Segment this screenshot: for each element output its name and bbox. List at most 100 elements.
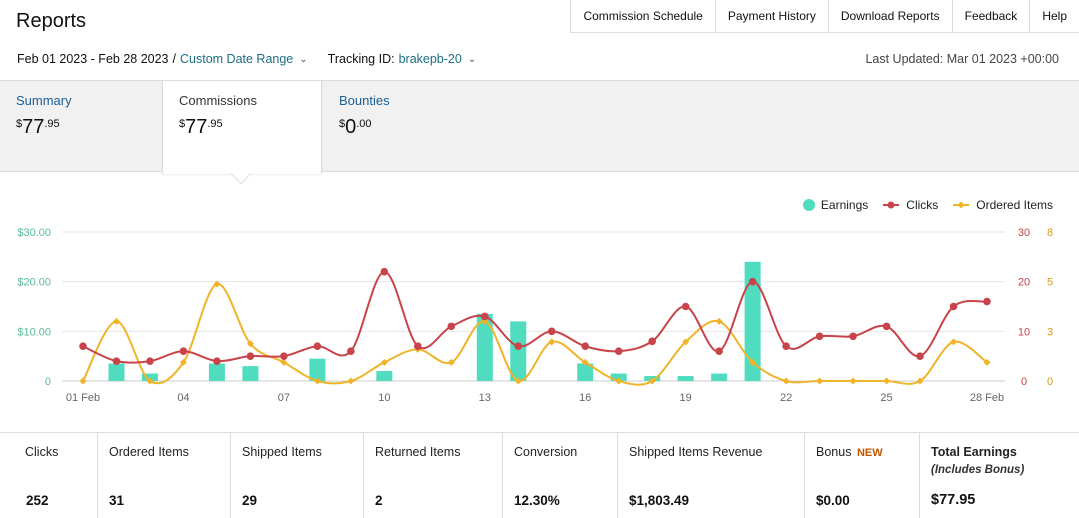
download-reports-button[interactable]: Download Reports [829,0,953,32]
ordered-items-point [581,358,589,366]
clicks-point [112,357,121,365]
y-left-tick-label: 0 [45,376,51,388]
y-right-clicks-tick-label: 10 [1018,326,1030,338]
clicks-point [414,342,422,351]
chart-legend: Earnings Clicks Ordered Items [789,198,1053,212]
chevron-down-icon[interactable]: ⌄ [467,53,477,65]
y-left-tick-label: $20.00 [17,277,51,289]
tab-label: Summary [16,93,72,108]
stat-label: Returned Items [375,445,461,459]
commission-schedule-button[interactable]: Commission Schedule [571,0,716,32]
clicks-point [949,302,958,311]
earnings-bar [141,373,158,381]
y-right-clicks-tick-label: 0 [1021,376,1027,388]
date-range-dropdown[interactable]: Custom Date Range [180,52,294,66]
page-title: Reports [16,10,87,32]
stat-shipped-items: Shipped Items 29 [231,433,364,518]
stat-label: Total Earnings [931,445,1017,459]
ordered-items-point [950,338,958,346]
clicks-point [614,347,623,355]
ordered-items-line [82,283,988,386]
ordered-items-point [849,377,857,385]
clicks-point [280,352,288,360]
earnings-bar [476,313,493,381]
clicks-point [313,342,322,351]
tab-bounties[interactable]: Bounties $0.00 [323,81,483,173]
stat-value: $1,803.49 [629,493,690,508]
ordered-items-point [280,358,288,366]
legend-item-ordered[interactable]: Ordered Items [952,198,1053,212]
clicks-point [715,347,723,355]
tab-pointer-icon [231,173,251,185]
ordered-items-point [916,377,924,385]
ordered-items-point [112,317,120,325]
y-right-ordered-tick-label: 0 [1047,376,1053,388]
ordered-line-icon [953,201,970,209]
clicks-point [146,357,154,365]
tracking-id-label: Tracking ID: [327,52,395,66]
stat-bonus: Bonus NEW $0.00 [805,433,920,518]
top-nav: Commission Schedule Payment History Down… [570,0,1079,33]
x-tick-label: 10 [378,392,390,404]
stat-conversion: Conversion 12.30% [503,433,618,518]
help-button[interactable]: Help [1042,9,1067,23]
legend-label: Ordered Items [976,198,1053,212]
legend-item-earnings[interactable]: Earnings [802,198,869,212]
stat-label: Conversion [514,445,578,459]
clicks-point [380,267,389,276]
tab-commissions[interactable]: Commissions $77.95 [162,81,322,174]
ordered-items-point [782,377,790,385]
earnings-dot-icon [802,199,815,211]
clicks-point [179,347,188,355]
chevron-down-icon[interactable]: ⌄ [299,53,308,65]
ordered-items-point [313,377,321,385]
payment-history-button[interactable]: Payment History [716,0,829,32]
tab-amount: $0.00 [339,116,372,138]
x-tick-label: 16 [579,392,591,404]
new-badge: NEW [856,447,883,459]
ordered-items-point [648,377,656,385]
earnings-bar [309,358,326,381]
earnings-bar [510,321,527,381]
earnings-bar [610,373,627,381]
ordered-items-point [682,338,690,346]
feedback-button[interactable]: Feedback [953,0,1031,32]
tab-label: Bounties [339,93,390,108]
stat-value: $0.00 [816,493,850,508]
ordered-items-point [983,358,991,366]
clicks-point [79,342,87,351]
stat-returned-items: Returned Items 2 [364,433,503,518]
ordered-items-point [514,377,522,385]
tab-summary[interactable]: Summary $77.95 [0,81,163,173]
ordered-items-point [749,358,757,366]
clicks-point [882,322,891,331]
clicks-point [983,297,991,306]
ordered-items-point [548,338,556,346]
clicks-point [246,352,255,360]
stat-label: Bonus NEW [816,445,883,459]
legend-label: Earnings [820,198,869,212]
clicks-point [447,322,456,331]
y-left-tick-label: $30.00 [17,227,51,239]
ordered-items-point [615,377,623,385]
y-right-clicks-tick-label: 30 [1018,227,1030,239]
tracking-id-dropdown[interactable]: brakepb-20 [398,52,462,66]
summary-tabs: Summary $77.95 Commissions $77.95 Bounti… [0,80,1079,174]
ordered-items-point [79,377,87,385]
stat-value: 252 [26,493,49,508]
earnings-bar [242,366,259,381]
clicks-point [782,342,790,351]
ordered-items-point [347,377,355,385]
ordered-items-point [179,358,187,366]
y-right-ordered-tick-label: 8 [1047,227,1053,239]
stat-clicks: Clicks 252 [0,433,98,518]
ordered-items-point [246,340,254,348]
date-separator: / [172,52,176,66]
date-range-text: Feb 01 2023 - Feb 28 2023 [17,52,169,66]
stat-value: 2 [375,493,383,508]
clicks-line [82,270,988,364]
tab-amount: $77.95 [16,116,60,138]
x-tick-label: 25 [880,392,892,404]
ordered-items-point [816,377,824,385]
legend-item-clicks[interactable]: Clicks [882,198,938,212]
